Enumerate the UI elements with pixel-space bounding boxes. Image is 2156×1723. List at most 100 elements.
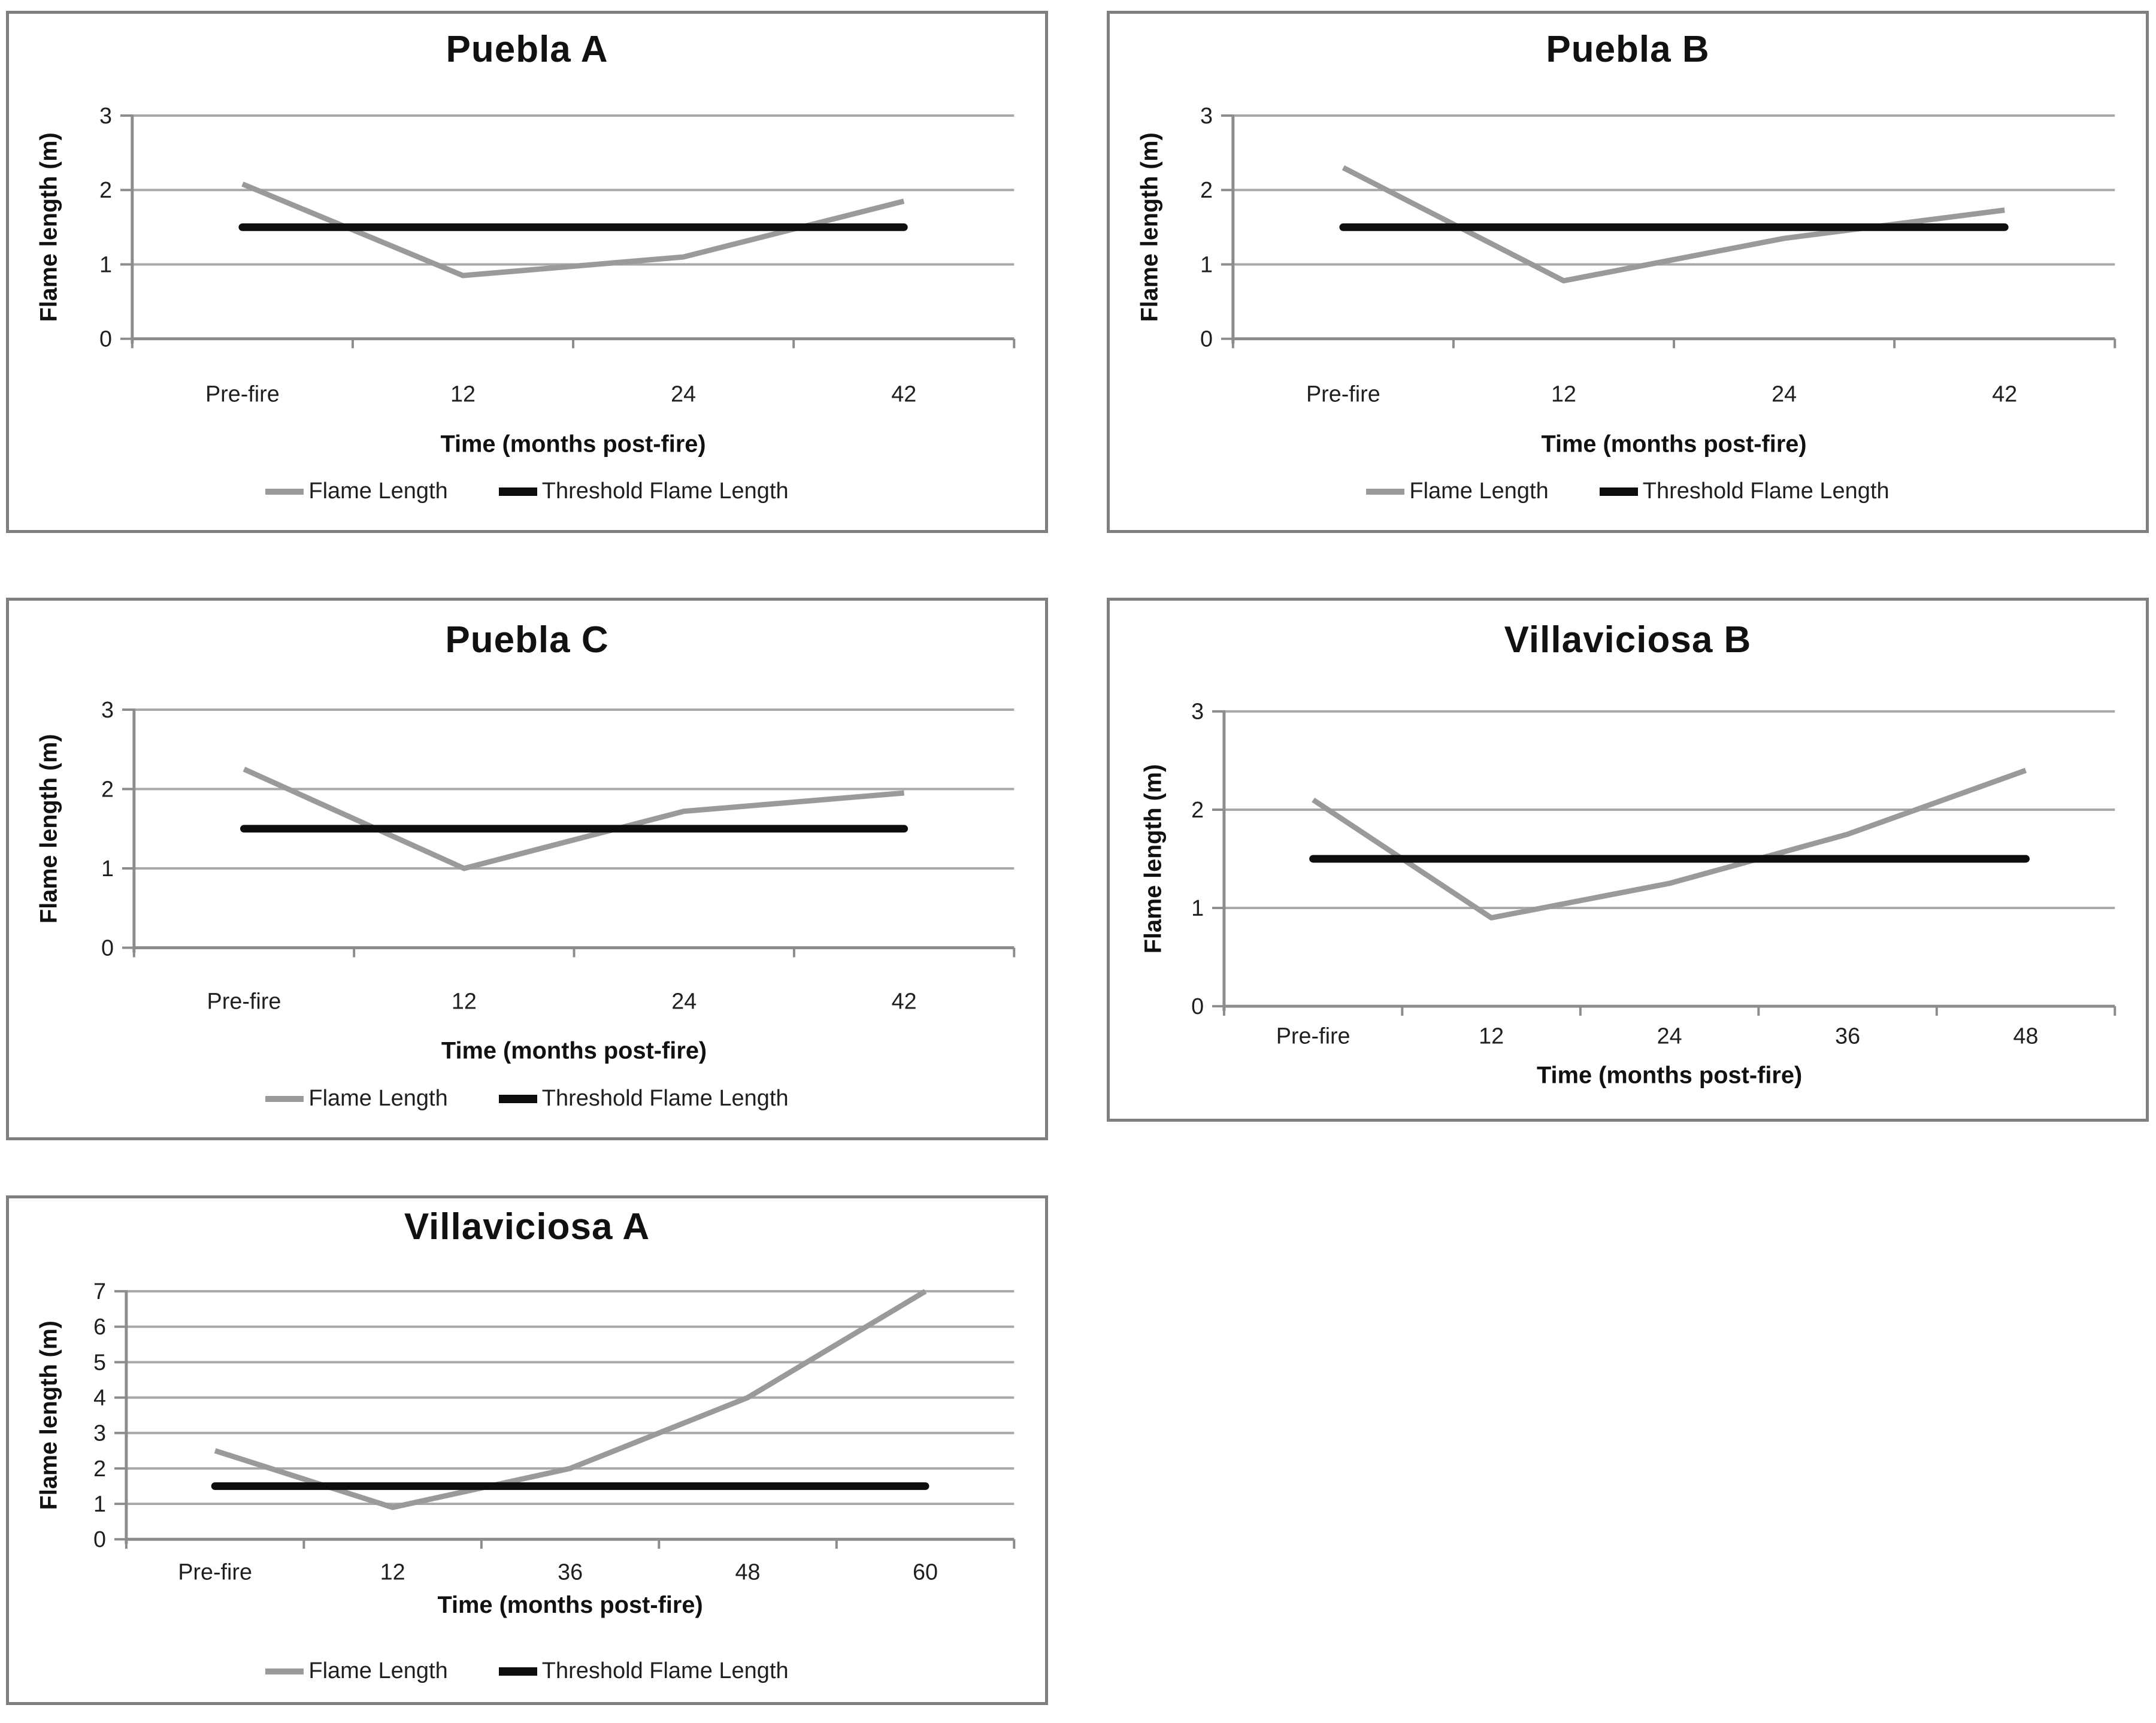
x-tick-label: Pre-fire — [207, 988, 281, 1013]
y-tick-label: 2 — [1200, 177, 1213, 202]
y-axis-title: Flame length (m) — [1140, 764, 1166, 953]
legend-item-threshold: Threshold Flame Length — [498, 1658, 789, 1684]
y-tick-labels: 0 1 2 3 — [1191, 699, 1204, 1019]
y-tick-label: 0 — [99, 326, 112, 352]
x-axis-title: Time (months post-fire) — [1541, 431, 1806, 458]
legend-label-flame-length: Flame Length — [308, 1658, 448, 1683]
y-tick-label: 3 — [1191, 699, 1204, 724]
chart-title: Puebla B — [1546, 29, 1710, 70]
threshold-line-swatch — [498, 487, 537, 496]
x-tick-labels: Pre-fire 12 24 42 — [205, 381, 916, 407]
y-axis-title: Flame length (m) — [1136, 132, 1162, 322]
x-axis-ticks — [1222, 1006, 2116, 1016]
x-axis-title: Time (months post-fire) — [437, 1592, 702, 1618]
legend-label-threshold: Threshold Flame Length — [541, 1658, 789, 1683]
chart-title: Villaviciosa A — [404, 1206, 650, 1247]
x-tick-label: 12 — [450, 381, 476, 407]
x-tick-label: 24 — [671, 381, 696, 407]
chart-legend: Flame Length Threshold Flame Length — [1110, 479, 2146, 504]
x-tick-label: 12 — [1551, 381, 1576, 407]
legend-label-threshold: Threshold Flame Length — [541, 1086, 789, 1111]
y-tick-label: 1 — [101, 856, 114, 881]
legend-item-flame-length: Flame Length — [265, 1086, 448, 1112]
y-tick-label: 2 — [1191, 797, 1204, 822]
y-tick-label: 1 — [99, 252, 112, 277]
y-axis-title: Flame length (m) — [35, 1321, 62, 1510]
y-tick-label: 0 — [93, 1527, 106, 1552]
legend-label-flame-length: Flame Length — [308, 479, 448, 504]
legend-label-threshold: Threshold Flame Length — [1642, 479, 1889, 504]
legend-label-flame-length: Flame Length — [1409, 479, 1549, 504]
flame-length-line — [214, 1289, 927, 1510]
chart-panel-puebla-c: Puebla C 0 1 2 3 Pre-fire 12 24 42 Time (months … — [6, 598, 1048, 1140]
y-tick-label: 7 — [93, 1279, 106, 1304]
chart-legend: Flame Length Threshold Flame Length — [9, 1658, 1045, 1684]
threshold-line-swatch — [498, 1667, 537, 1676]
y-tick-label: 2 — [93, 1456, 106, 1481]
x-tick-label: 12 — [380, 1560, 405, 1585]
y-tick-label: 0 — [1200, 326, 1213, 352]
x-tick-label: Pre-fire — [1276, 1023, 1350, 1049]
y-tick-label: 1 — [1191, 895, 1204, 920]
flame-length-line-swatch — [265, 1668, 304, 1674]
y-tick-label: 3 — [99, 103, 112, 128]
x-tick-label: Pre-fire — [205, 381, 280, 407]
x-tick-label: 60 — [913, 1560, 938, 1585]
x-axis-title: Time (months post-fire) — [1537, 1062, 1802, 1089]
chart-legend: Flame Length Threshold Flame Length — [9, 1086, 1045, 1112]
legend-item-flame-length: Flame Length — [1366, 479, 1549, 504]
x-tick-label: Pre-fire — [1306, 381, 1380, 407]
x-axis-ticks — [1231, 338, 2116, 349]
y-tick-label: 3 — [1200, 103, 1213, 128]
legend-item-threshold: Threshold Flame Length — [498, 1086, 789, 1112]
chart-panel-puebla-b: Puebla B 0 1 2 3 Pre-fire 12 24 42 Time (months … — [1107, 11, 2149, 533]
y-tick-labels: 0 1 2 3 4 5 6 7 — [93, 1279, 106, 1552]
y-tick-labels: 0 1 2 3 — [99, 103, 112, 352]
y-axis-title: Flame length (m) — [35, 132, 62, 322]
y-tick-label: 5 — [93, 1349, 106, 1374]
x-tick-labels: Pre-fire 12 36 48 60 — [178, 1560, 938, 1585]
flame-length-line — [1312, 768, 2027, 920]
y-tick-label: 6 — [93, 1314, 106, 1339]
chart-title: Puebla C — [445, 619, 609, 661]
flame-length-line — [243, 767, 904, 871]
x-tick-labels: Pre-fire 12 24 36 48 — [1276, 1023, 2039, 1049]
y-tick-labels: 0 1 2 3 — [1200, 103, 1213, 352]
y-tick-label: 2 — [99, 177, 112, 202]
x-tick-label: 42 — [892, 988, 917, 1013]
y-tick-label: 1 — [93, 1491, 106, 1516]
legend-item-flame-length: Flame Length — [265, 1658, 448, 1684]
flame-length-line-swatch — [265, 488, 304, 495]
x-tick-label: 36 — [558, 1560, 583, 1585]
legend-label-threshold: Threshold Flame Length — [541, 479, 789, 504]
x-tick-label: 36 — [1835, 1023, 1860, 1049]
x-tick-label: Pre-fire — [178, 1560, 252, 1585]
x-tick-label: 42 — [891, 381, 916, 407]
y-tick-label: 4 — [93, 1385, 106, 1410]
legend-label-flame-length: Flame Length — [308, 1086, 448, 1111]
x-tick-label: 24 — [1657, 1023, 1682, 1049]
y-tick-labels: 0 1 2 3 — [101, 697, 114, 960]
x-tick-label: 12 — [452, 988, 477, 1013]
chart-panel-villaviciosa-a: Villaviciosa A 0 1 2 3 4 5 6 7 Pre-fire 12 36 48 60 T… — [6, 1195, 1048, 1705]
y-tick-label: 2 — [101, 776, 114, 801]
x-tick-label: 24 — [671, 988, 697, 1013]
x-tick-label: 42 — [1992, 381, 2017, 407]
chart-title: Puebla A — [446, 29, 608, 70]
x-tick-label: 12 — [1479, 1023, 1504, 1049]
x-axis-ticks — [125, 1539, 1016, 1549]
y-gridlines — [126, 1290, 1015, 1541]
y-tick-label: 3 — [101, 697, 114, 722]
x-axis-title: Time (months post-fire) — [440, 431, 705, 458]
legend-item-threshold: Threshold Flame Length — [498, 479, 789, 504]
x-tick-labels: Pre-fire 12 24 42 — [207, 988, 917, 1013]
y-tick-label: 3 — [93, 1421, 106, 1446]
flame-length-line-swatch — [1366, 488, 1405, 495]
x-tick-label: 24 — [1772, 381, 1797, 407]
chart-panel-villaviciosa-b: Villaviciosa B 0 1 2 3 Pre-fire 12 24 36 48 Time … — [1107, 598, 2149, 1122]
